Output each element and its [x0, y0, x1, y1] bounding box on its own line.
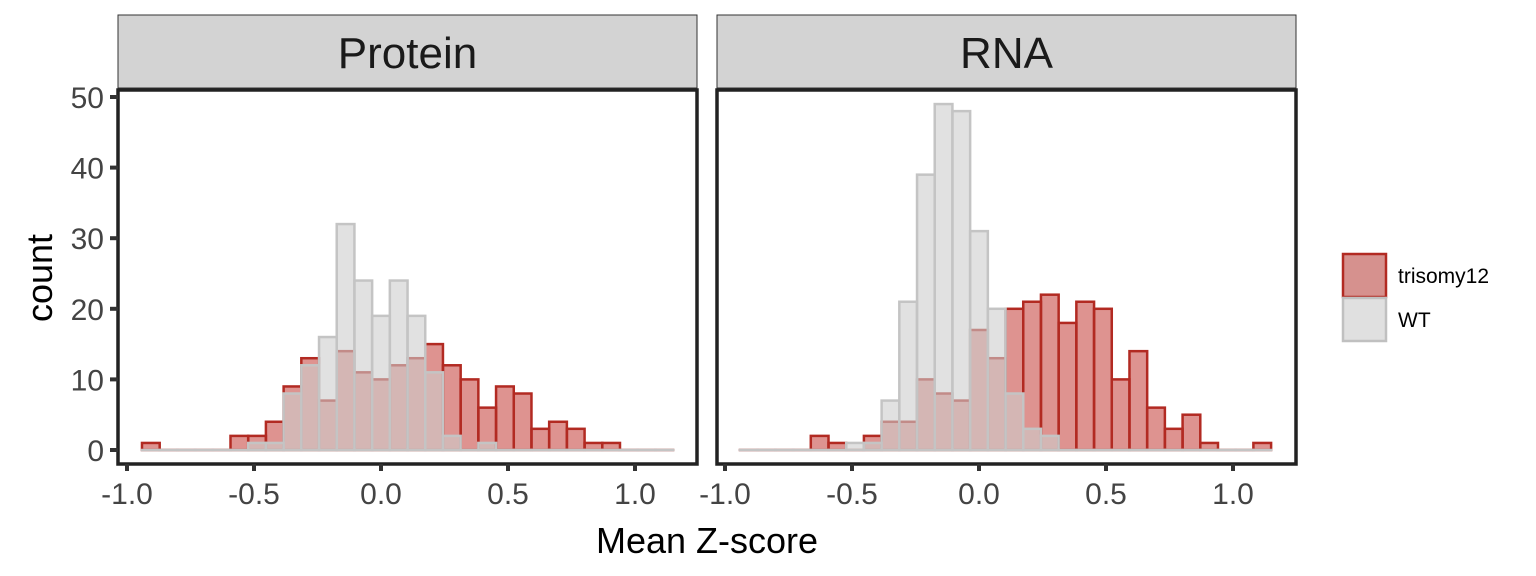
facet-title: RNA — [960, 29, 1054, 78]
x-tick-label: 0.0 — [360, 478, 402, 511]
bar — [915, 173, 936, 452]
x-tick-label: 0.5 — [1085, 478, 1127, 511]
x-tick-label: -1.0 — [699, 478, 751, 511]
y-tick-label: 0 — [87, 435, 104, 468]
bar — [1004, 392, 1025, 452]
bar — [406, 314, 427, 452]
bar — [423, 371, 445, 452]
facet-strip — [716, 14, 1297, 89]
bar — [1057, 321, 1078, 452]
bar — [246, 441, 268, 452]
bar — [951, 109, 972, 452]
legend-key-trisomy12 — [1341, 252, 1388, 299]
bar — [880, 399, 901, 452]
bar — [986, 307, 1007, 452]
x-tick-label: 1.0 — [614, 478, 656, 511]
bar — [565, 427, 586, 452]
x-tick-label: -1.0 — [101, 478, 153, 511]
bar — [968, 229, 990, 452]
bar — [844, 441, 866, 452]
bar — [370, 314, 392, 452]
panel-border — [116, 88, 699, 466]
bar — [441, 434, 462, 452]
legend-key-wt — [1341, 296, 1388, 343]
bar — [1128, 349, 1149, 452]
bar — [300, 364, 321, 452]
bar — [1039, 434, 1060, 452]
x-tick-label: -0.5 — [826, 478, 878, 511]
bar — [1181, 413, 1202, 452]
y-tick-label: 10 — [71, 364, 104, 397]
x-axis-title: Mean Z-score — [596, 520, 818, 561]
bar — [1145, 406, 1167, 452]
bar — [1021, 427, 1043, 452]
bar — [809, 434, 830, 452]
y-axis-title: count — [19, 234, 60, 322]
bar — [459, 378, 480, 452]
bar — [933, 102, 954, 452]
bar — [335, 222, 356, 452]
y-tick-label: 30 — [71, 223, 104, 256]
x-tick-label: -0.5 — [228, 478, 280, 511]
panel-protein: Protein -1.0 -0.5 0.0 0.5 1.0 — [101, 14, 699, 511]
panel-border — [715, 88, 1298, 466]
bar — [494, 385, 516, 452]
legend-label: WT — [1398, 309, 1431, 332]
bar — [264, 441, 285, 452]
bar — [388, 279, 409, 452]
y-tick-label: 50 — [71, 82, 104, 115]
y-tick-label: 40 — [71, 153, 104, 186]
legend-label: trisomy12 — [1398, 265, 1489, 288]
bar — [317, 335, 338, 452]
bar — [1092, 307, 1114, 452]
bar — [530, 427, 551, 452]
x-tick-label: 0.0 — [958, 478, 1000, 511]
bar — [547, 420, 569, 452]
series-wt — [140, 222, 675, 452]
bar — [1163, 427, 1184, 452]
bar — [1075, 300, 1096, 452]
bar — [282, 392, 303, 452]
x-tick-label: 1.0 — [1212, 478, 1254, 511]
x-tick-label: 0.5 — [487, 478, 529, 511]
bar — [477, 441, 498, 452]
bar — [229, 434, 250, 452]
bar — [1110, 378, 1131, 452]
facet-title: Protein — [338, 29, 477, 78]
bar — [512, 392, 533, 452]
panel-rna: RNA -1.0 -0.5 0.0 0.5 1.0 — [699, 14, 1298, 511]
bar — [898, 300, 919, 452]
y-tick-label: 20 — [71, 294, 104, 327]
bar — [862, 441, 883, 452]
series-wt — [738, 102, 1273, 452]
bar — [353, 279, 374, 452]
facet-strip — [117, 14, 698, 89]
bar — [1039, 293, 1060, 452]
legend: trisomy12 WT — [1341, 252, 1489, 343]
